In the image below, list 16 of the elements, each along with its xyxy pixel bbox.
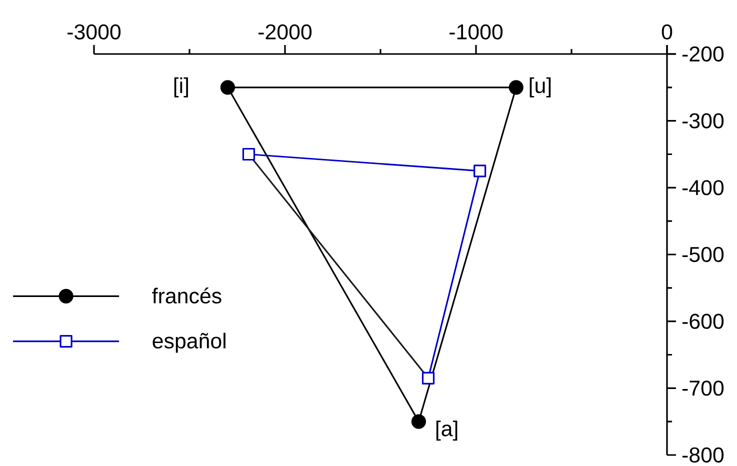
y-tick-label: -800	[682, 447, 724, 463]
annotation: [i]	[174, 77, 188, 98]
legend-label: español	[152, 332, 226, 353]
x-tick-label: -2000	[258, 24, 312, 40]
x-tick-label: -1000	[450, 24, 503, 40]
annotation: [u]	[530, 77, 551, 98]
legend-label: francés	[152, 288, 222, 304]
x-tick-label: 0	[662, 24, 672, 40]
y-tick-label: -300	[682, 113, 724, 128]
y-tick-label: -600	[682, 314, 724, 329]
y-tick-label: -200	[682, 46, 724, 62]
y-tick-label: -500	[682, 246, 724, 262]
y-tick-label: -700	[682, 380, 724, 396]
x-tick-label: -3000	[68, 24, 121, 40]
annotation: [a]	[436, 420, 458, 441]
y-tick-label: -400	[682, 180, 724, 196]
